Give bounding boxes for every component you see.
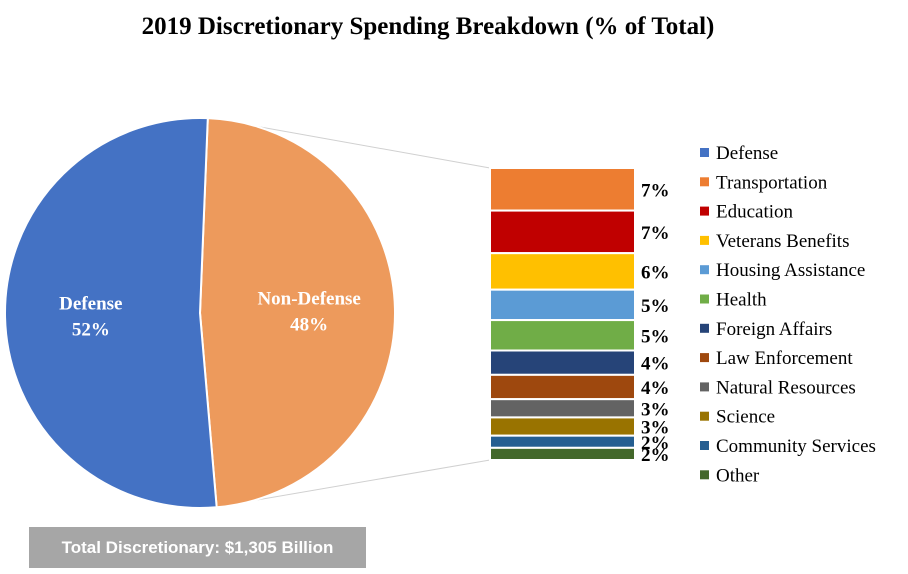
bar-segment-health (489, 319, 636, 352)
bar-label-community-services: 2% (641, 433, 670, 454)
legend-swatch-foreign-affairs (700, 323, 709, 333)
legend-label-law-enforcement: Law Enforcement (716, 348, 853, 369)
legend-label-veterans-benefits: Veterans Benefits (716, 231, 849, 252)
legend-swatch-transportation (700, 177, 709, 187)
legend-swatch-housing-assistance (700, 265, 709, 275)
bar-segment-education (489, 209, 636, 255)
legend-label-transportation: Transportation (716, 172, 828, 193)
legend-swatch-community-services (700, 441, 709, 450)
legend-swatch-defense (700, 148, 709, 157)
bar-label-housing-assistance: 5% (641, 296, 670, 317)
legend-swatch-education (700, 206, 709, 216)
bar-segment-natural-resources (489, 398, 636, 419)
legend-label-housing-assistance: Housing Assistance (716, 260, 865, 281)
legend-swatch-other (700, 470, 709, 480)
legend-label-defense: Defense (716, 143, 778, 164)
legend-label-science: Science (716, 407, 775, 428)
bar-label-other: 2% (641, 445, 670, 466)
bar-segment-science (489, 416, 636, 437)
legend-label-health: Health (716, 290, 767, 311)
bar-segment-transportation (489, 167, 636, 212)
pie-slice-defense (4, 117, 218, 509)
legend-label-community-services: Community Services (716, 436, 876, 457)
legend-label-education: Education (716, 202, 794, 223)
pie-value-non-defense: 48% (290, 315, 328, 336)
total-discretionary-box: Total Discretionary: $1,305 Billion (29, 527, 366, 568)
bar-segment-law-enforcement (489, 373, 636, 401)
legend-swatch-veterans-benefits (700, 235, 709, 245)
legend-swatch-science (700, 411, 709, 421)
legend-swatch-natural-resources (700, 382, 709, 392)
legend-label-natural-resources: Natural Resources (716, 377, 856, 398)
bar-segment-community-services (489, 434, 636, 449)
chart-title: 2019 Discretionary Spending Breakdown (%… (142, 13, 715, 40)
bar-label-science: 3% (641, 418, 670, 439)
bar-label-education: 7% (641, 223, 670, 244)
bar-segment-other (489, 446, 636, 462)
bar-segment-veterans-benefits (489, 252, 636, 291)
pie-chart: Non-Defense 48% Defense 52% (4, 117, 396, 509)
pie-value-defense: 52% (72, 319, 110, 340)
legend-label-other: Other (716, 465, 760, 486)
bar-segment-housing-assistance (489, 288, 636, 322)
legend-swatch-law-enforcement (700, 353, 709, 363)
pie-label-defense: Defense (59, 293, 122, 314)
pie-label-non-defense: Non-Defense (257, 289, 360, 310)
pie-slice-non-defense (198, 117, 396, 509)
legend-swatch-health (700, 294, 709, 304)
breakdown-bar: 7%7%6%5%5%4%4%3%3%2%2% (489, 167, 670, 466)
bar-label-transportation: 7% (641, 180, 670, 201)
bar-label-foreign-affairs: 4% (641, 354, 670, 375)
bar-label-natural-resources: 3% (641, 399, 670, 420)
legend-label-foreign-affairs: Foreign Affairs (716, 319, 832, 340)
bar-label-law-enforcement: 4% (641, 378, 670, 399)
bar-label-health: 5% (641, 326, 670, 347)
bar-segment-foreign-affairs (489, 349, 636, 376)
legend: Defense Transportation Education Veterans B… (700, 143, 876, 486)
bar-label-veterans-benefits: 6% (641, 262, 670, 283)
